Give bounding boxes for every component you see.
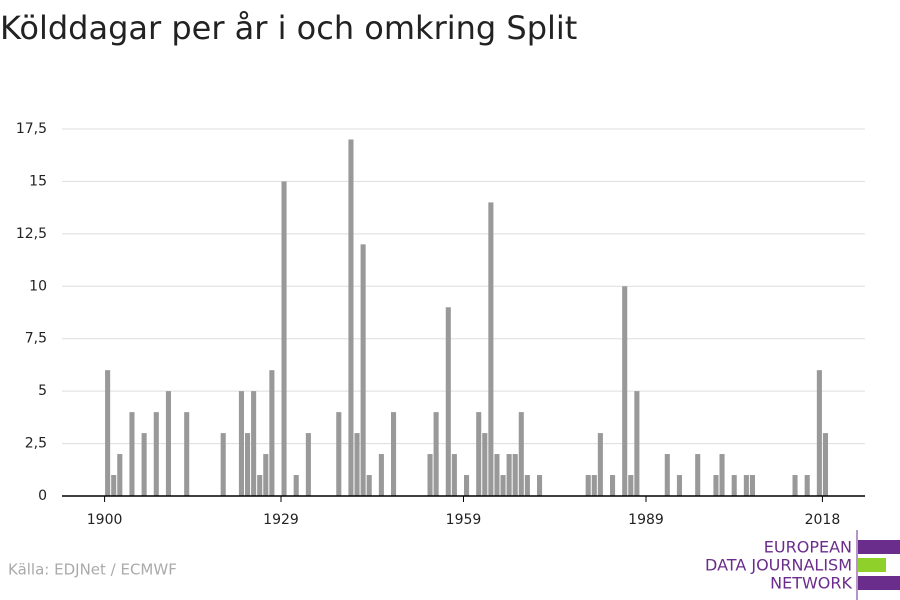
x-tick-label: 2018	[805, 512, 841, 528]
bar	[293, 475, 299, 496]
bar	[524, 475, 530, 496]
bar	[792, 475, 798, 496]
bar	[238, 391, 244, 496]
logo-text: EUROPEAN	[764, 538, 852, 557]
bar	[360, 244, 366, 496]
bar	[816, 370, 822, 496]
x-tick-label: 1900	[87, 512, 123, 528]
bar	[263, 454, 269, 496]
bar	[713, 475, 719, 496]
bar	[245, 433, 251, 496]
y-tick-label: 17,5	[16, 121, 47, 137]
bar	[354, 433, 360, 496]
y-tick-label: 10	[29, 278, 47, 294]
bar	[695, 454, 701, 496]
bar	[366, 475, 372, 496]
bar	[476, 412, 482, 496]
y-tick-label: 0	[38, 488, 47, 504]
logo-bar	[858, 558, 886, 572]
bar	[184, 412, 190, 496]
bar	[165, 391, 171, 496]
bar	[251, 391, 257, 496]
bar	[451, 454, 457, 496]
bar	[749, 475, 755, 496]
bar	[494, 454, 500, 496]
bar	[822, 433, 828, 496]
y-tick-label: 2,5	[25, 436, 47, 452]
bar	[153, 412, 159, 496]
bar	[433, 412, 439, 496]
bar	[500, 475, 506, 496]
bar	[628, 475, 634, 496]
bar	[257, 475, 263, 496]
y-tick-label: 12,5	[16, 226, 47, 242]
bar	[141, 433, 147, 496]
bar	[634, 391, 640, 496]
y-tick-label: 5	[38, 383, 47, 399]
bar	[336, 412, 342, 496]
bar	[464, 475, 470, 496]
x-tick-label: 1989	[628, 512, 664, 528]
logo-text: NETWORK	[770, 574, 852, 593]
bar	[591, 475, 597, 496]
bar	[743, 475, 749, 496]
bar	[269, 370, 275, 496]
bar	[378, 454, 384, 496]
x-tick-label: 1929	[263, 512, 299, 528]
bar	[427, 454, 433, 496]
bar	[585, 475, 591, 496]
bar	[664, 454, 670, 496]
bar	[488, 202, 494, 496]
bar	[537, 475, 543, 496]
chart-title: Kölddagar per år i och omkring Split	[0, 9, 577, 47]
logo-bar	[858, 576, 900, 590]
bar	[610, 475, 616, 496]
logo-bar	[858, 540, 900, 554]
bar	[220, 433, 226, 496]
bar	[512, 454, 518, 496]
bar	[305, 433, 311, 496]
bar	[117, 454, 123, 496]
bar	[719, 454, 725, 496]
bar	[518, 412, 524, 496]
y-tick-label: 15	[29, 173, 47, 189]
bar	[804, 475, 810, 496]
x-tick-label: 1959	[446, 512, 482, 528]
bar	[281, 181, 287, 496]
bar	[105, 370, 111, 496]
bar	[597, 433, 603, 496]
logo-text: DATA JOURNALISM	[705, 556, 852, 575]
bar	[676, 475, 682, 496]
bar	[482, 433, 488, 496]
logo: EUROPEAN DATA JOURNALISM NETWORK	[705, 530, 900, 600]
bar	[445, 307, 451, 496]
bar	[506, 454, 512, 496]
bar	[391, 412, 397, 496]
y-tick-label: 7,5	[25, 331, 47, 347]
source: Källa: EDJNet / ECMWF	[8, 561, 177, 579]
bar	[348, 139, 354, 496]
bar	[622, 286, 628, 496]
bar	[129, 412, 135, 496]
bar	[111, 475, 117, 496]
bar	[731, 475, 737, 496]
